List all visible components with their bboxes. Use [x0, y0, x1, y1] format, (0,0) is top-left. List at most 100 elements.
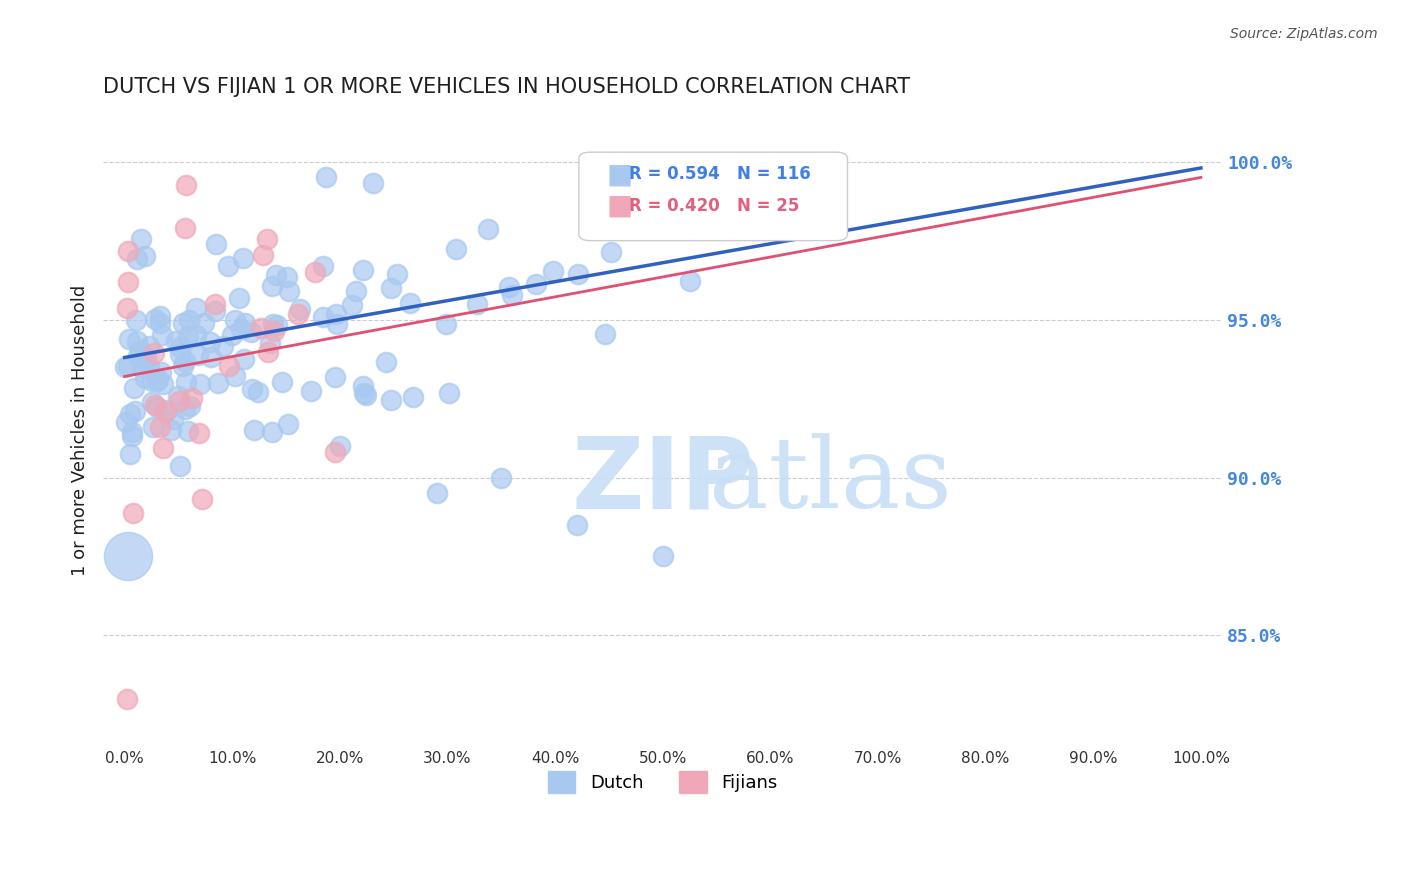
- Point: [224, 369, 246, 384]
- Point: [135, 351, 157, 365]
- Point: [543, 264, 565, 278]
- Point: [326, 317, 349, 331]
- Y-axis label: 1 or more Vehicles in Household: 1 or more Vehicles in Household: [72, 285, 89, 575]
- Point: [304, 265, 326, 279]
- Point: [252, 248, 274, 262]
- Point: [354, 387, 377, 401]
- Point: [181, 391, 204, 405]
- Point: [114, 415, 136, 429]
- Point: [524, 277, 547, 291]
- Point: [128, 343, 150, 357]
- Point: [117, 301, 139, 315]
- Point: [167, 389, 190, 403]
- Point: [174, 401, 197, 416]
- Point: [186, 301, 208, 315]
- Point: [142, 346, 165, 360]
- Point: [169, 459, 191, 474]
- Point: [172, 316, 194, 330]
- Point: [174, 375, 197, 389]
- Point: [276, 269, 298, 284]
- Point: [813, 210, 835, 224]
- Point: [593, 327, 616, 342]
- Point: [184, 327, 207, 342]
- Point: [190, 491, 212, 506]
- Point: [167, 394, 190, 409]
- Point: [312, 310, 335, 325]
- Point: [142, 420, 165, 434]
- Point: [264, 268, 287, 283]
- Point: [243, 423, 266, 437]
- Point: [651, 549, 673, 564]
- Point: [439, 386, 461, 401]
- Point: [134, 249, 156, 263]
- Point: [114, 359, 136, 374]
- Text: DUTCH VS FIJIAN 1 OR MORE VEHICLES IN HOUSEHOLD CORRELATION CHART: DUTCH VS FIJIAN 1 OR MORE VEHICLES IN HO…: [103, 78, 910, 97]
- Point: [118, 407, 141, 421]
- Point: [444, 242, 467, 256]
- Point: [312, 259, 335, 273]
- Point: [380, 392, 402, 407]
- Point: [599, 245, 621, 260]
- Point: [141, 374, 163, 388]
- Point: [146, 372, 169, 386]
- Point: [260, 425, 283, 440]
- Point: [153, 405, 176, 419]
- Point: [262, 317, 284, 331]
- Point: [121, 429, 143, 443]
- Text: atlas: atlas: [709, 433, 952, 529]
- Point: [162, 412, 184, 426]
- Point: [329, 439, 352, 453]
- Point: [205, 236, 228, 251]
- Point: [129, 232, 152, 246]
- Point: [177, 329, 200, 343]
- Point: [398, 295, 420, 310]
- Point: [117, 275, 139, 289]
- Point: [233, 316, 256, 330]
- Point: [124, 404, 146, 418]
- Text: R = 0.420   N = 25: R = 0.420 N = 25: [630, 197, 800, 215]
- Point: [352, 263, 374, 277]
- Point: [565, 517, 588, 532]
- Point: [250, 320, 273, 334]
- Point: [352, 379, 374, 393]
- Point: [118, 332, 141, 346]
- Point: [169, 347, 191, 361]
- Text: ■: ■: [607, 161, 633, 188]
- Point: [198, 335, 221, 350]
- Point: [501, 288, 523, 302]
- Point: [233, 351, 256, 366]
- Point: [143, 312, 166, 326]
- Point: [277, 417, 299, 432]
- Point: [361, 176, 384, 190]
- Point: [165, 334, 187, 348]
- Point: [187, 349, 209, 363]
- Point: [380, 281, 402, 295]
- Point: [232, 251, 254, 265]
- Point: [152, 441, 174, 455]
- Point: [567, 267, 589, 281]
- Point: [141, 395, 163, 409]
- Point: [138, 359, 160, 374]
- Point: [172, 359, 194, 373]
- Text: ZIP: ZIP: [571, 432, 754, 529]
- Point: [124, 380, 146, 394]
- Point: [193, 316, 215, 330]
- Point: [256, 231, 278, 245]
- Point: [277, 284, 299, 298]
- Point: [160, 423, 183, 437]
- Text: R = 0.594   N = 116: R = 0.594 N = 116: [630, 165, 811, 183]
- Point: [353, 385, 375, 400]
- Point: [325, 307, 347, 321]
- Point: [120, 447, 142, 461]
- Point: [256, 344, 278, 359]
- Point: [678, 214, 700, 228]
- Point: [212, 339, 235, 353]
- Point: [146, 400, 169, 414]
- Point: [177, 424, 200, 438]
- Point: [246, 385, 269, 400]
- Point: [204, 297, 226, 311]
- Point: [132, 360, 155, 375]
- Point: [150, 328, 173, 343]
- Point: [344, 284, 367, 298]
- Point: [155, 402, 177, 417]
